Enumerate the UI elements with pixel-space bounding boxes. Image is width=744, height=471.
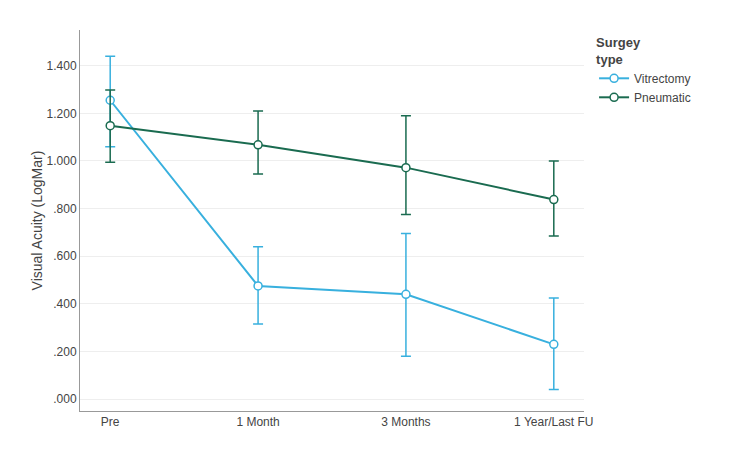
svg-text:.000: .000 — [53, 392, 77, 406]
svg-text:Surgeytype: Surgeytype — [596, 35, 641, 67]
svg-text:1 Year/Last FU: 1 Year/Last FU — [514, 415, 593, 429]
svg-text:1.400: 1.400 — [47, 59, 77, 73]
svg-text:1.000: 1.000 — [47, 154, 77, 168]
svg-text:Pre: Pre — [101, 415, 120, 429]
svg-text:3 Months: 3 Months — [381, 415, 430, 429]
svg-text:.200: .200 — [53, 345, 77, 359]
svg-text:1 Month: 1 Month — [236, 415, 279, 429]
svg-text:.800: .800 — [53, 202, 77, 216]
svg-text:.400: .400 — [53, 297, 77, 311]
svg-text:1.200: 1.200 — [47, 107, 77, 121]
svg-text:Vitrectomy: Vitrectomy — [634, 72, 690, 86]
svg-text:Pneumatic: Pneumatic — [634, 91, 691, 105]
svg-text:Visual Acuity (LogMar): Visual Acuity (LogMar) — [29, 151, 45, 291]
svg-text:.600: .600 — [53, 249, 77, 263]
